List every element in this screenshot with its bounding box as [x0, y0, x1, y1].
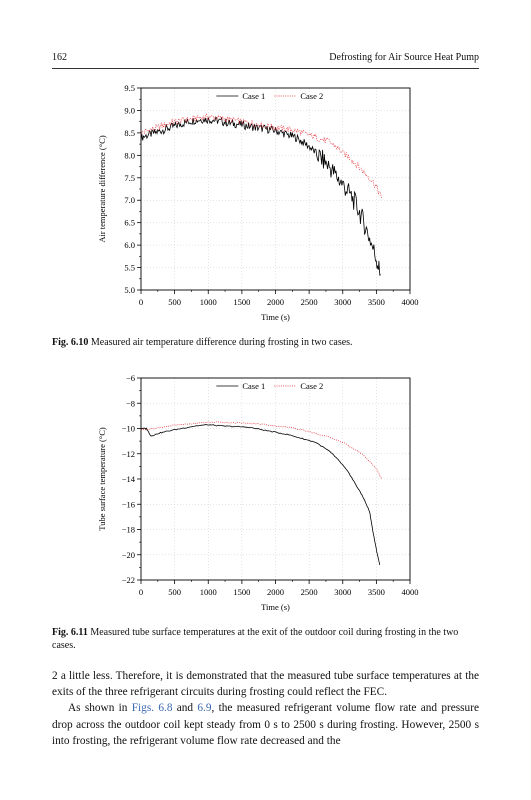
y-tick-label: −6: [126, 373, 135, 383]
x-axis-label: Time (s): [261, 312, 290, 322]
series-line: [140, 421, 383, 480]
y-tick-label: −12: [122, 449, 135, 459]
y-tick-label: −8: [126, 398, 135, 408]
series-line: [140, 116, 381, 276]
x-tick-label: 3000: [334, 297, 351, 307]
body-text: 2 a little less. Therefore, it is demons…: [52, 668, 479, 749]
x-tick-label: 4000: [402, 297, 419, 307]
y-tick-label: −14: [122, 474, 136, 484]
x-tick-label: 4000: [402, 587, 419, 597]
x-tick-label: 3500: [368, 297, 385, 307]
paragraph: As shown in Figs. 6.8 and 6.9, the measu…: [52, 700, 479, 749]
x-tick-label: 2000: [267, 587, 284, 597]
figure-link[interactable]: Figs. 6.8: [131, 702, 173, 715]
plot-frame: [140, 377, 411, 581]
x-tick-label: 0: [139, 297, 143, 307]
running-header: 162 Defrosting for Air Source Heat Pump: [52, 52, 479, 66]
figure-6-10-caption: Fig. 6.10 Measured air temperature diffe…: [52, 336, 479, 349]
caption-text: Measured tube surface temperatures at th…: [52, 627, 459, 651]
x-tick-label: 500: [168, 587, 181, 597]
legend-label: Case 1: [242, 381, 265, 391]
y-tick-label: 8.0: [124, 150, 135, 160]
caption-text: Measured air temperature difference duri…: [90, 337, 353, 348]
y-axis-label: Tube surface temperature (°C): [97, 427, 107, 531]
x-tick-label: 3500: [368, 587, 385, 597]
y-tick-label: 7.5: [124, 173, 135, 183]
x-tick-label: 3000: [334, 587, 351, 597]
paragraph: 2 a little less. Therefore, it is demons…: [52, 670, 479, 699]
text: and: [172, 702, 198, 715]
series-line: [140, 424, 381, 565]
caption-label: Fig. 6.10: [52, 337, 89, 348]
y-tick-label: 6.5: [124, 218, 135, 228]
figure-link[interactable]: 6.9: [197, 702, 212, 715]
y-tick-label: 7.0: [124, 195, 135, 205]
y-axis-label: Air temperature difference (°C): [97, 135, 107, 242]
x-tick-label: 1000: [200, 587, 217, 597]
x-axis-label: Time (s): [261, 602, 290, 612]
y-tick-label: −10: [122, 424, 135, 434]
y-tick-label: 5.0: [124, 285, 135, 295]
caption-label: Fig. 6.11: [52, 627, 88, 638]
x-tick-label: 0: [139, 587, 143, 597]
y-tick-label: 8.5: [124, 128, 135, 138]
legend-label: Case 2: [300, 381, 323, 391]
x-tick-label: 500: [168, 297, 181, 307]
x-tick-label: 1500: [233, 587, 250, 597]
y-tick-label: −16: [122, 499, 135, 509]
plot-frame: [140, 87, 411, 291]
x-tick-label: 2500: [301, 587, 318, 597]
legend-label: Case 1: [242, 91, 265, 101]
y-tick-label: 9.5: [124, 83, 135, 93]
text: As shown in: [68, 702, 132, 715]
series-line: [140, 113, 383, 199]
header-rule: [52, 68, 479, 69]
x-tick-label: 1000: [200, 297, 217, 307]
x-tick-label: 2000: [267, 297, 284, 307]
y-tick-label: 6.0: [124, 240, 135, 250]
page-number: 162: [52, 52, 67, 63]
y-tick-label: −22: [122, 575, 135, 585]
running-title: Defrosting for Air Source Heat Pump: [329, 52, 479, 63]
y-tick-label: −20: [122, 550, 135, 560]
x-tick-label: 2500: [301, 297, 318, 307]
y-tick-label: 5.5: [124, 263, 135, 273]
x-tick-label: 1500: [233, 297, 250, 307]
y-tick-label: −18: [122, 525, 135, 535]
legend-label: Case 2: [300, 91, 323, 101]
y-tick-label: 9.0: [124, 105, 135, 115]
figure-6-11-caption: Fig. 6.11 Measured tube surface temperat…: [52, 626, 479, 652]
text: , the measured refrigerant volume flow r…: [52, 702, 479, 747]
